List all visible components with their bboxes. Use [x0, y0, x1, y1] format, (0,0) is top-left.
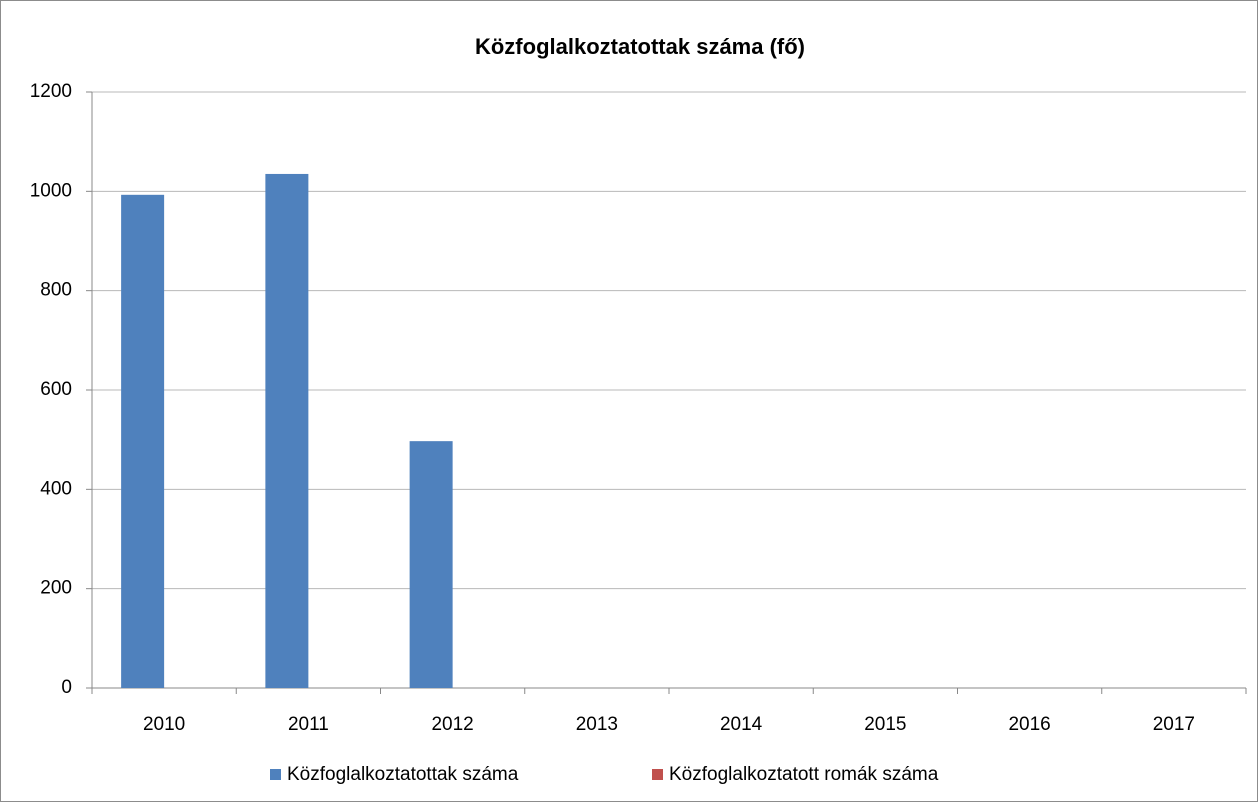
- x-tick-label: 2013: [576, 714, 618, 735]
- y-tick-label: 1000: [30, 180, 72, 201]
- y-tick-label: 1200: [30, 81, 72, 102]
- bar: [409, 441, 453, 688]
- x-tick-label: 2016: [1008, 714, 1050, 735]
- x-tick-label: 2012: [431, 714, 473, 735]
- x-tick-label: 2017: [1153, 714, 1195, 735]
- bar: [265, 173, 309, 688]
- legend-label: Közfoglalkoztatottak száma: [287, 764, 519, 785]
- y-tick-label: 400: [40, 478, 72, 499]
- legend-swatch: [652, 769, 663, 780]
- chart-title: Közfoglalkoztatottak száma (fő): [475, 34, 805, 59]
- legend-label: Közfoglalkoztatott romák száma: [669, 764, 939, 785]
- x-tick-label: 2014: [720, 714, 763, 735]
- x-tick-label: 2011: [288, 714, 329, 735]
- y-tick-label: 800: [40, 280, 72, 301]
- x-tick-label: 2010: [143, 714, 185, 735]
- y-tick-label: 200: [40, 578, 72, 599]
- x-tick-label: 2015: [864, 714, 906, 735]
- legend-swatch: [270, 769, 281, 780]
- y-tick-label: 0: [61, 677, 72, 698]
- bar: [121, 194, 165, 688]
- y-tick-label: 600: [40, 379, 72, 400]
